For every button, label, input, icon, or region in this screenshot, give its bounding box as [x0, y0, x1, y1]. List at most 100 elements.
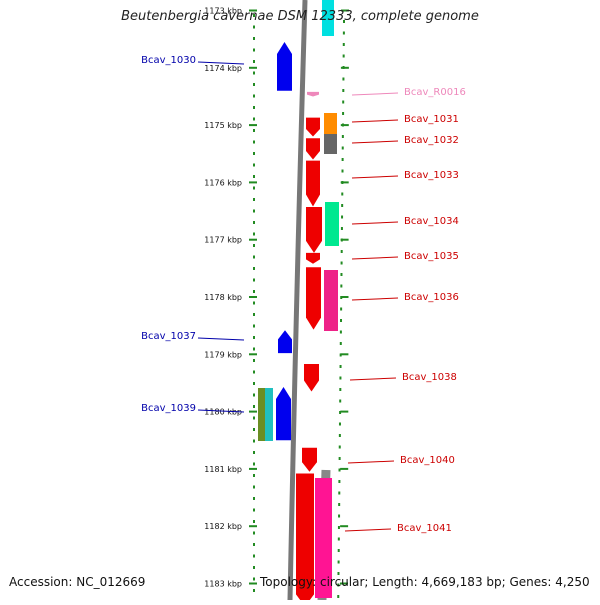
gene-label-bcav_1030[interactable]: Bcav_1030 — [141, 55, 196, 66]
ruler-dot-left — [253, 520, 255, 523]
ruler-dot-right — [337, 560, 340, 564]
ruler-dot-right — [338, 434, 341, 437]
ruler-dot-left — [253, 60, 255, 63]
gene-label-bcav_1039[interactable]: Bcav_1039 — [141, 403, 196, 414]
ruler-dot-left — [253, 267, 255, 270]
domain-block-orange — [324, 113, 337, 134]
kbp-tick-right — [340, 181, 349, 184]
ruler-dot-right — [341, 158, 344, 161]
topology-text: Topology: circular; Length: 4,669,183 bp… — [260, 575, 590, 589]
gene-arrow-bcav_1030[interactable] — [277, 42, 292, 91]
ruler-dot-left — [253, 313, 255, 316]
ruler-dot-right — [342, 112, 345, 115]
gene-label-bcav_1036[interactable]: Bcav_1036 — [404, 292, 459, 303]
gene-label-bcav_1032[interactable]: Bcav_1032 — [404, 135, 459, 146]
gene-leader-line — [351, 119, 399, 123]
kbp-tick-label: 1175 kbp — [204, 121, 242, 130]
gene-arrow-bcav_1039[interactable] — [276, 386, 291, 441]
gene-label-bcav_1037[interactable]: Bcav_1037 — [141, 331, 196, 342]
ruler-dot-left — [253, 290, 255, 293]
ruler-dot-right — [343, 20, 345, 23]
ruler-dot-left — [253, 163, 255, 167]
kbp-tick-right — [340, 467, 349, 470]
ruler-dot-right — [340, 284, 343, 288]
gene-arrow-bcav_1031[interactable] — [306, 117, 320, 137]
domain-block-teal — [265, 388, 273, 441]
gene-label-bcav_1038[interactable]: Bcav_1038 — [402, 372, 457, 383]
gene-label-bcav_1031[interactable]: Bcav_1031 — [404, 114, 459, 125]
gene-arrow-bcav_1034[interactable] — [306, 207, 322, 253]
ruler-dot-left — [253, 324, 255, 328]
accession-text: Accession: NC_012669 — [9, 575, 146, 589]
gene-arrow-bcav_1032[interactable] — [306, 138, 320, 160]
domain-block-pink — [315, 478, 332, 598]
gene-arrow-bcav_1033[interactable] — [306, 160, 320, 207]
kbp-tick-label: 1176 kbp — [204, 178, 242, 187]
ruler-dot-left — [253, 554, 255, 558]
kbp-tick-label: 1183 kbp — [204, 580, 242, 589]
gene-leader-line — [351, 140, 399, 144]
kbp-tick-label: 1182 kbp — [204, 522, 242, 531]
gene-leader-line — [197, 409, 245, 413]
kbp-tick-label: 1173 kbp — [204, 7, 242, 16]
ruler-dot-right — [337, 526, 340, 529]
gene-label-bcav_r0016[interactable]: Bcav_R0016 — [404, 87, 466, 98]
kbp-tick-left — [249, 296, 257, 298]
kbp-tick-label: 1178 kbp — [204, 293, 242, 302]
kbp-tick-left — [249, 66, 257, 69]
ruler-dot-left — [253, 439, 255, 443]
ruler-dot-left — [253, 232, 255, 236]
ruler-dot-left — [253, 255, 255, 259]
ruler-dot-left — [253, 71, 255, 75]
ruler-dot-right — [341, 169, 344, 173]
ruler-dot-right — [337, 549, 340, 552]
ruler-dot-right — [338, 491, 341, 495]
ruler-dot-left — [253, 382, 255, 385]
ruler-dot-left — [253, 186, 255, 190]
kbp-tick-left — [249, 124, 257, 127]
gene-label-bcav_1040[interactable]: Bcav_1040 — [400, 455, 455, 466]
kbp-tick-right — [340, 296, 349, 298]
kbp-tick-left — [249, 467, 257, 470]
gene-arrow-bcav_1040[interactable] — [302, 447, 317, 472]
ruler-dot-right — [337, 537, 340, 541]
ruler-dot-left — [253, 152, 255, 155]
ruler-dot-left — [253, 405, 255, 408]
ruler-dot-left — [253, 129, 255, 132]
kbp-tick-label: 1179 kbp — [204, 350, 242, 359]
ruler-dot-left — [253, 589, 255, 592]
ruler-dot-left — [253, 48, 255, 52]
ruler-dot-left — [253, 175, 255, 178]
gene-arrow-bcav_1038[interactable] — [304, 364, 319, 392]
gene-arrow-bcav_1036[interactable] — [306, 267, 321, 330]
gene-leader-line — [349, 377, 397, 381]
gene-label-bcav_1034[interactable]: Bcav_1034 — [404, 216, 459, 227]
gene-leader-line — [351, 92, 399, 96]
ruler-dot-right — [340, 273, 343, 276]
ruler-dot-left — [253, 370, 255, 374]
ruler-dot-left — [253, 474, 255, 477]
gene-label-bcav_1033[interactable]: Bcav_1033 — [404, 170, 459, 181]
ruler-dot-right — [340, 250, 343, 253]
ruler-dot-right — [341, 204, 344, 207]
genome-title: Beutenbergia cavernae DSM 12333, complet… — [121, 9, 479, 24]
gene-leader-line — [197, 61, 245, 65]
ruler-dot-right — [340, 319, 343, 322]
gene-arrow-bcav_1041[interactable] — [296, 473, 314, 605]
gene-arrow-bcav_1037[interactable] — [278, 330, 292, 354]
ruler-dot-left — [253, 209, 255, 213]
ruler-dot-right — [338, 457, 341, 460]
ruler-dot-left — [253, 83, 255, 86]
ruler-dot-right — [342, 43, 345, 46]
gene-leader-line — [197, 337, 245, 341]
gene-arrow-bcav_r0016[interactable] — [307, 91, 319, 97]
gene-label-bcav_1041[interactable]: Bcav_1041 — [397, 523, 452, 534]
gene-arrow-bcav_1035[interactable] — [306, 252, 320, 264]
gene-leader-line — [351, 221, 399, 225]
ruler-dot-left — [253, 566, 255, 569]
ruler-dot-left — [253, 497, 255, 500]
gene-label-bcav_1035[interactable]: Bcav_1035 — [404, 251, 459, 262]
ruler-dot-right — [340, 307, 343, 311]
kbp-tick-right — [340, 410, 349, 413]
